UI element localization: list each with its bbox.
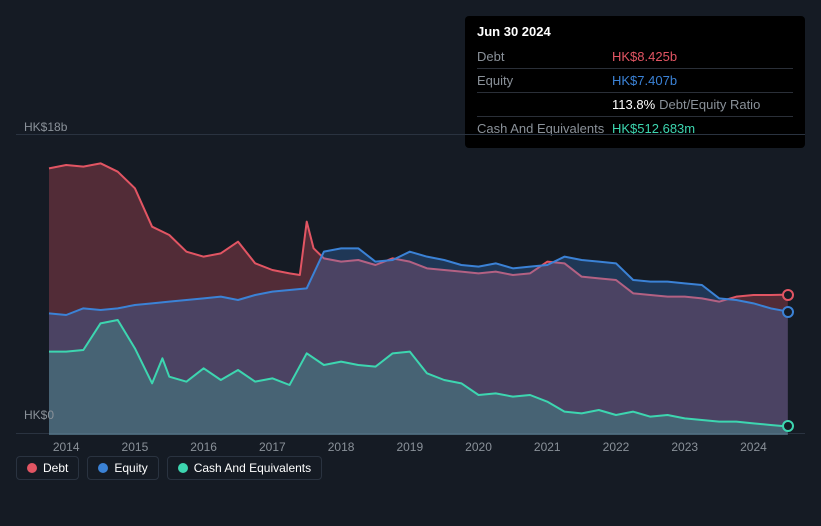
x-axis-tick-label: 2024 bbox=[740, 440, 767, 454]
tooltip-row-sub: Debt/Equity Ratio bbox=[659, 97, 760, 112]
y-axis-min-label: HK$0 bbox=[24, 408, 54, 422]
legend-label: Equity bbox=[114, 461, 147, 475]
x-axis-tick-label: 2021 bbox=[534, 440, 561, 454]
series-endpoint-marker bbox=[782, 306, 794, 318]
y-axis-max-label: HK$18b bbox=[24, 120, 67, 134]
tooltip-row: DebtHK$8.425b bbox=[477, 45, 793, 68]
chart-plot-area[interactable] bbox=[16, 134, 805, 434]
tooltip-row: 113.8%Debt/Equity Ratio bbox=[477, 92, 793, 116]
x-axis-tick-label: 2016 bbox=[190, 440, 217, 454]
legend-swatch bbox=[98, 463, 108, 473]
legend-label: Cash And Equivalents bbox=[194, 461, 311, 475]
tooltip-row-label: Equity bbox=[477, 73, 612, 88]
series-endpoint-marker bbox=[782, 420, 794, 432]
x-axis-tick-label: 2019 bbox=[396, 440, 423, 454]
legend-item[interactable]: Cash And Equivalents bbox=[167, 456, 322, 480]
chart-legend: Debt Equity Cash And Equivalents bbox=[16, 456, 322, 480]
tooltip-row: EquityHK$7.407b bbox=[477, 68, 793, 92]
tooltip-date: Jun 30 2024 bbox=[477, 24, 793, 45]
x-axis-tick-label: 2018 bbox=[328, 440, 355, 454]
tooltip-row-value: 113.8%Debt/Equity Ratio bbox=[612, 97, 760, 112]
tooltip-row-label: Debt bbox=[477, 49, 612, 64]
financial-chart: HK$18b HK$0 2014 2015 2016 2017 2018 2019 2020… bbox=[16, 120, 805, 480]
series-endpoint-marker bbox=[782, 289, 794, 301]
tooltip-row-value: HK$8.425b bbox=[612, 49, 677, 64]
x-axis-tick-label: 2022 bbox=[603, 440, 630, 454]
legend-swatch bbox=[178, 463, 188, 473]
x-axis-tick-label: 2014 bbox=[53, 440, 80, 454]
x-axis-tick-label: 2020 bbox=[465, 440, 492, 454]
x-axis-tick-label: 2017 bbox=[259, 440, 286, 454]
legend-item[interactable]: Debt bbox=[16, 456, 79, 480]
x-axis-tick-label: 2015 bbox=[122, 440, 149, 454]
legend-item[interactable]: Equity bbox=[87, 456, 158, 480]
tooltip-row-value: HK$7.407b bbox=[612, 73, 677, 88]
tooltip-row-label bbox=[477, 97, 612, 112]
legend-label: Debt bbox=[43, 461, 68, 475]
legend-swatch bbox=[27, 463, 37, 473]
x-axis-tick-label: 2023 bbox=[671, 440, 698, 454]
